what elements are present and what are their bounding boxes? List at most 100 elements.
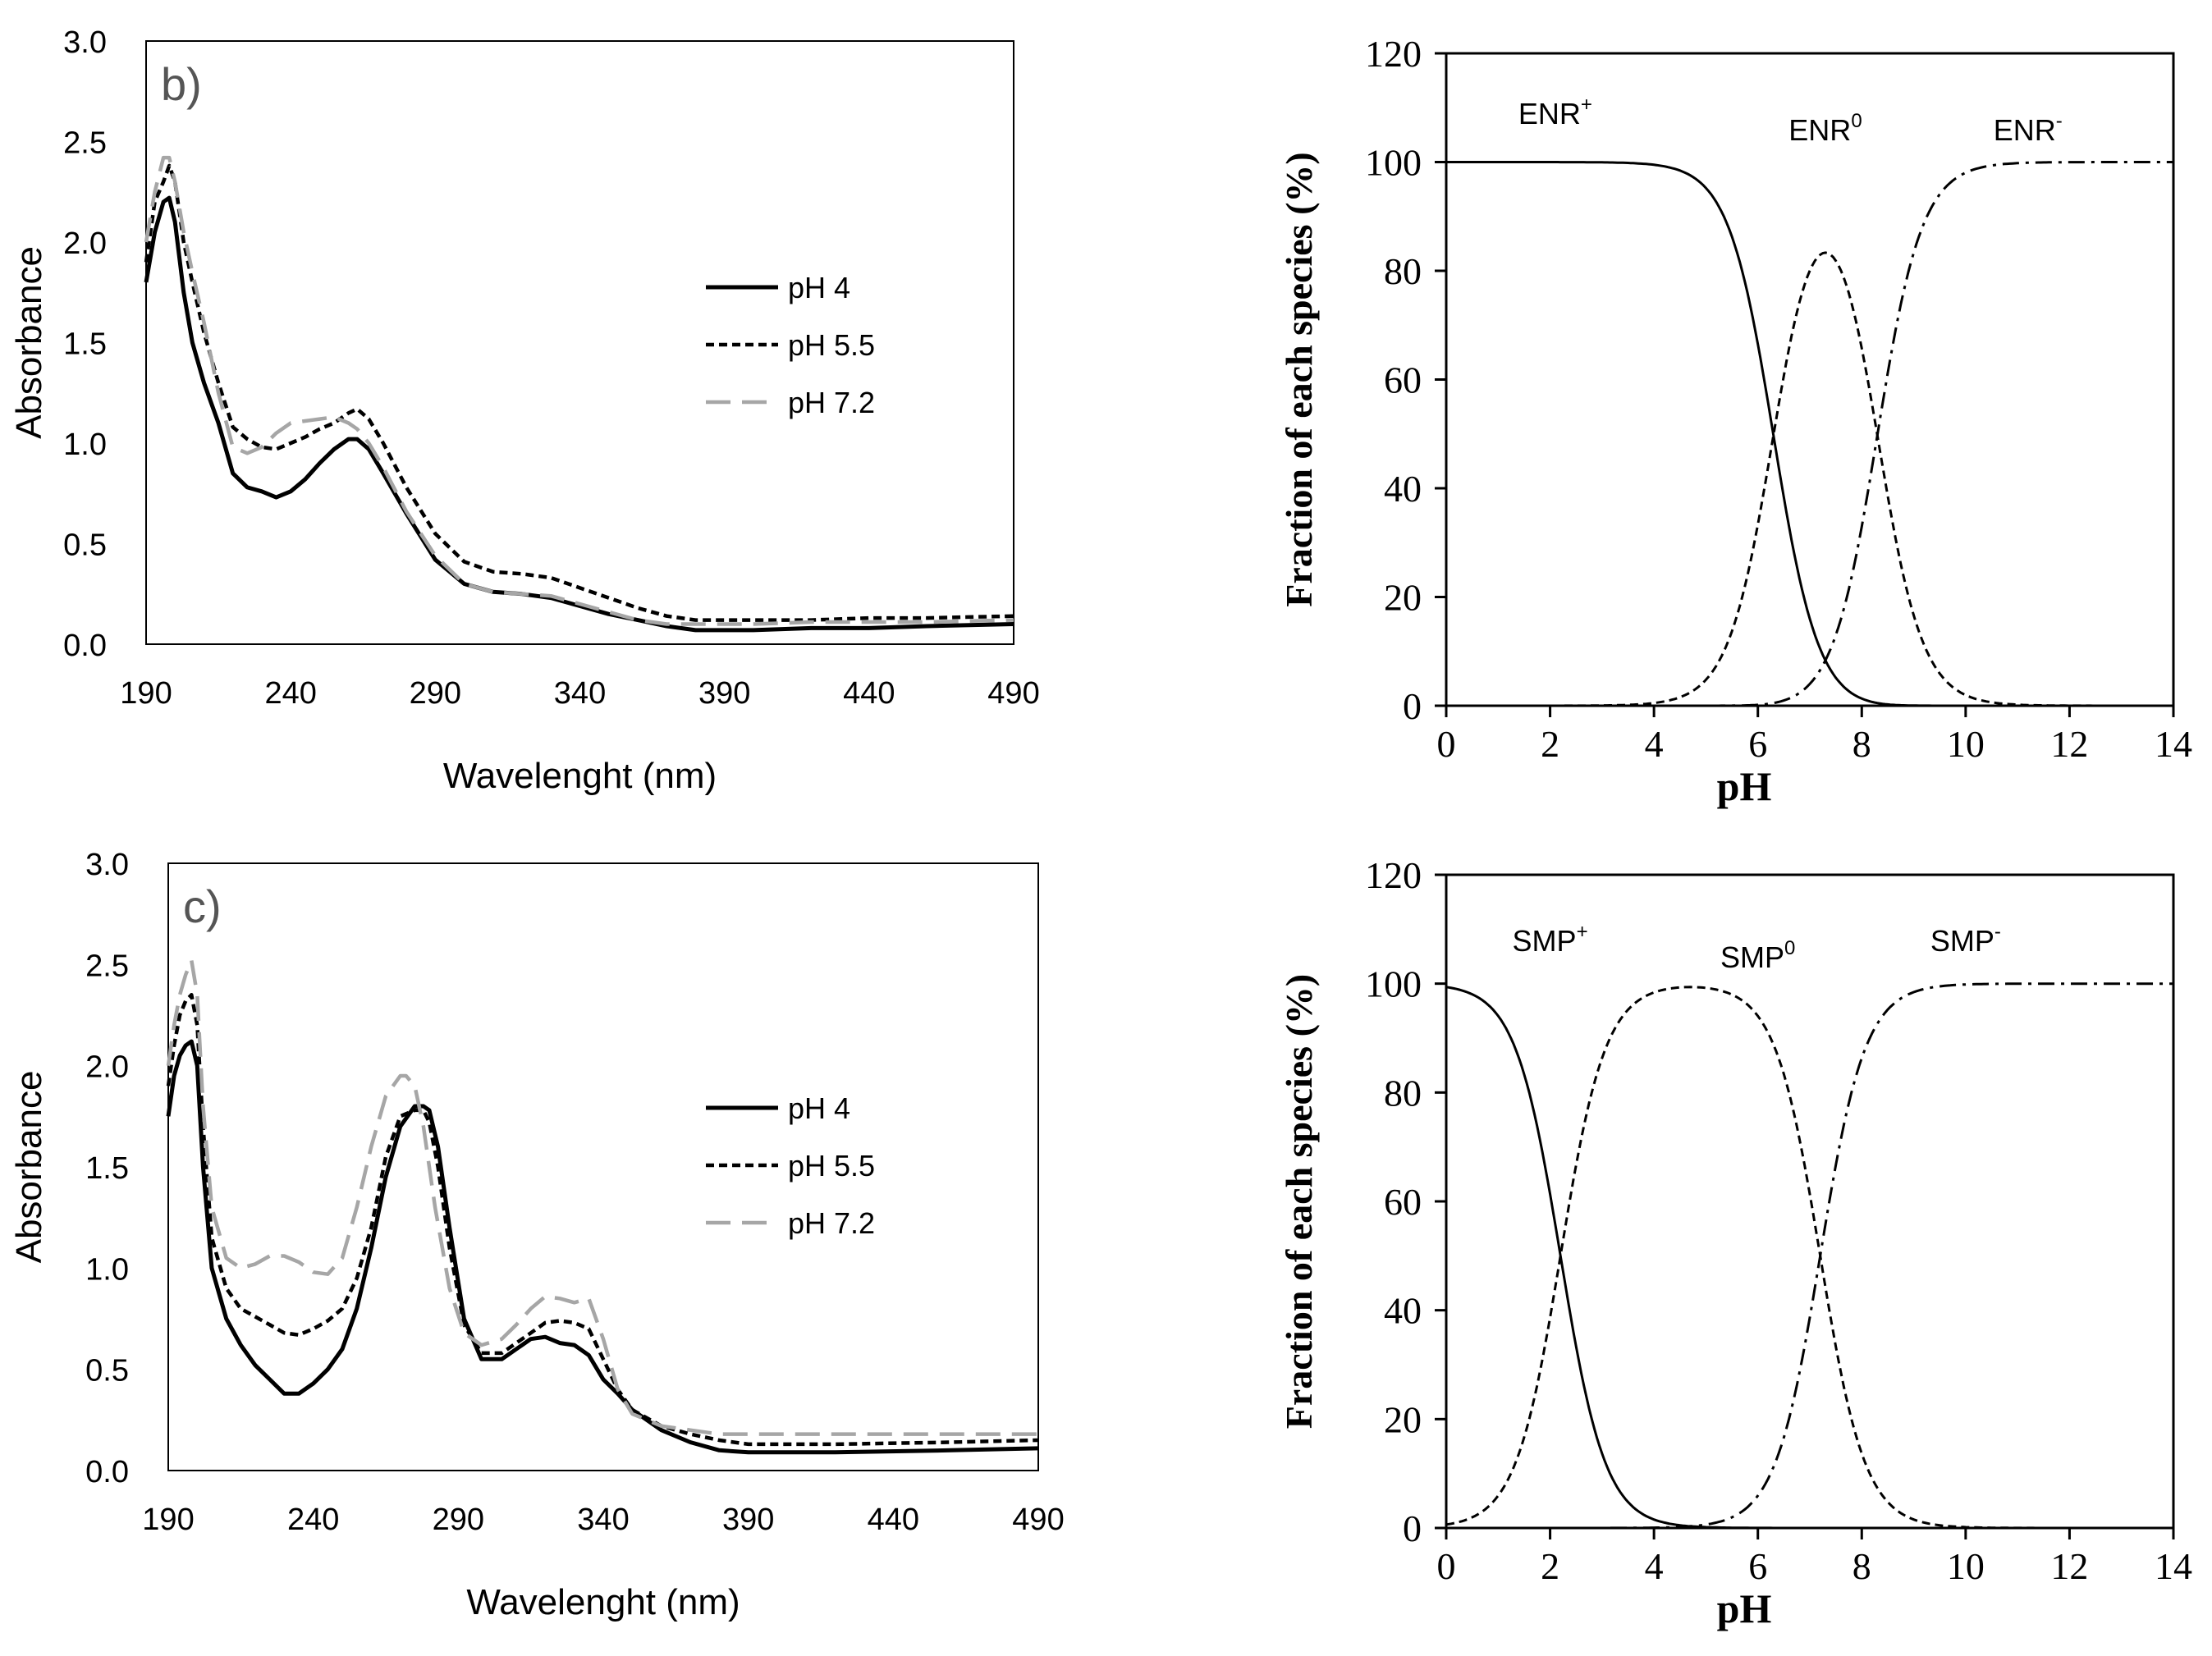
series-line-ph-4 bbox=[144, 195, 1014, 633]
x-tick-label: 490 bbox=[987, 676, 1039, 711]
legend-label: pH 4 bbox=[788, 1091, 850, 1125]
species-label-charge: 0 bbox=[1784, 937, 1795, 959]
x-tick-label: 240 bbox=[287, 1503, 339, 1537]
x-tick-label: 12 bbox=[2050, 1545, 2088, 1587]
x-tick-label: 440 bbox=[868, 1503, 919, 1537]
y-axis-title: Fraction of each species (%) bbox=[1278, 152, 1320, 606]
legend-label: pH 7.2 bbox=[788, 386, 875, 419]
panel-label: b) bbox=[161, 58, 202, 110]
species-label-charge: - bbox=[2056, 110, 2063, 132]
x-tick-label: 2 bbox=[1541, 1545, 1559, 1587]
y-axis-title: Absorbance bbox=[9, 246, 49, 439]
x-tick-label: 6 bbox=[1748, 1545, 1767, 1587]
x-axis-title: Wavelenght (nm) bbox=[443, 756, 717, 796]
plot-frame bbox=[1445, 52, 2175, 707]
species-label: SMP0 bbox=[1720, 937, 1795, 974]
x-tick-label: 490 bbox=[1012, 1503, 1064, 1537]
y-tick-label: 80 bbox=[1384, 250, 1422, 292]
plot-frame bbox=[145, 40, 1014, 645]
y-tick-label: 3.0 bbox=[85, 848, 129, 882]
series-line-ph-5-5 bbox=[144, 163, 1014, 622]
y-tick-label: 120 bbox=[1365, 854, 1422, 896]
x-tick-label: 390 bbox=[698, 676, 750, 711]
legend-label: pH 4 bbox=[788, 271, 850, 304]
y-tick-label: 1.5 bbox=[63, 327, 107, 362]
y-tick-label: 100 bbox=[1365, 963, 1422, 1005]
x-tick-label: 4 bbox=[1645, 723, 1664, 765]
x-tick-label: 10 bbox=[1947, 723, 1985, 765]
x-tick-label: 8 bbox=[1852, 1545, 1871, 1587]
y-tick-label: 0.0 bbox=[85, 1455, 129, 1489]
uv-chart-uv_b: 0.0 0.5 1.0 1.5 2.0 2.5 3.0 190 240 290 340 390 440 4… bbox=[9, 25, 1040, 796]
x-tick-label: 240 bbox=[264, 676, 316, 711]
y-tick-label: 20 bbox=[1384, 1398, 1422, 1440]
x-tick-label: 4 bbox=[1645, 1545, 1664, 1587]
x-tick-label: 0 bbox=[1437, 723, 1456, 765]
species-label-charge: + bbox=[1577, 921, 1588, 943]
uv-chart-uv_c: 0.0 0.5 1.0 1.5 2.0 2.5 3.0 190 240 290 340 390 440 4… bbox=[9, 848, 1065, 1622]
species-label: SMP+ bbox=[1513, 921, 1588, 958]
y-tick-label: 1.0 bbox=[63, 428, 107, 462]
species-label-base: SMP bbox=[1720, 940, 1784, 974]
x-axis-title: pH bbox=[1717, 763, 1772, 809]
series-line-ph-7-2 bbox=[144, 155, 1014, 626]
species-curve-enr0 bbox=[1446, 251, 2173, 707]
y-axis-title: Absorbance bbox=[9, 1071, 49, 1264]
legend-label: pH 5.5 bbox=[788, 328, 875, 362]
x-tick-label: 440 bbox=[843, 676, 895, 711]
species-curve-enr- bbox=[1446, 161, 2173, 707]
y-tick-label: 120 bbox=[1365, 33, 1422, 75]
species-label-base: ENR bbox=[1518, 97, 1581, 130]
species-chart-species_enr: 0 20 40 60 80 100 120 0 2 4 6 8 10 12 14 pH Fraction of … bbox=[1278, 33, 2192, 809]
species-label-base: ENR bbox=[1994, 113, 2056, 147]
species-label-charge: 0 bbox=[1851, 110, 1862, 132]
species-label-charge: + bbox=[1581, 94, 1592, 116]
y-tick-label: 0.5 bbox=[85, 1354, 129, 1388]
legend-label: pH 5.5 bbox=[788, 1149, 875, 1183]
x-tick-label: 190 bbox=[142, 1503, 194, 1537]
series-line-ph-4 bbox=[166, 1039, 1039, 1455]
species-label-base: SMP bbox=[1930, 924, 1994, 958]
x-tick-label: 8 bbox=[1852, 723, 1871, 765]
x-tick-label: 2 bbox=[1541, 723, 1559, 765]
y-tick-label: 2.5 bbox=[85, 949, 129, 983]
species-label-base: ENR bbox=[1788, 113, 1851, 147]
y-tick-label: 40 bbox=[1384, 1290, 1422, 1332]
y-axis-title: Fraction of each species (%) bbox=[1278, 974, 1320, 1429]
x-axis-title: pH bbox=[1717, 1585, 1772, 1631]
species-label: ENR+ bbox=[1518, 94, 1592, 130]
species-curve-enr- bbox=[1446, 161, 2173, 707]
x-tick-label: 290 bbox=[410, 676, 461, 711]
plot-frame bbox=[167, 862, 1039, 1471]
species-label: SMP- bbox=[1930, 921, 2001, 958]
species-curve-smp0 bbox=[1445, 986, 2173, 1530]
x-tick-label: 0 bbox=[1437, 1545, 1456, 1587]
y-tick-label: 0.5 bbox=[63, 528, 107, 563]
y-tick-label: 0.0 bbox=[63, 629, 107, 663]
y-tick-label: 40 bbox=[1384, 468, 1422, 510]
y-tick-label: 3.0 bbox=[63, 25, 107, 60]
x-tick-label: 6 bbox=[1748, 723, 1767, 765]
x-tick-label: 290 bbox=[433, 1503, 484, 1537]
species-chart-species_smp: 0 20 40 60 80 100 120 0 2 4 6 8 10 12 14 pH Fraction of … bbox=[1278, 854, 2192, 1631]
series-line-ph-7-2 bbox=[166, 958, 1038, 1436]
species-curve-smp- bbox=[1446, 982, 2173, 1530]
species-label: ENR0 bbox=[1788, 110, 1862, 147]
y-tick-label: 1.5 bbox=[85, 1151, 129, 1186]
y-tick-label: 2.0 bbox=[85, 1050, 129, 1085]
x-tick-label: 340 bbox=[554, 676, 606, 711]
species-label-base: SMP bbox=[1513, 924, 1577, 958]
y-tick-label: 2.5 bbox=[63, 126, 107, 161]
legend-label: pH 7.2 bbox=[788, 1206, 875, 1240]
x-tick-label: 390 bbox=[722, 1503, 774, 1537]
x-tick-label: 12 bbox=[2050, 723, 2088, 765]
x-tick-label: 14 bbox=[2155, 1545, 2192, 1587]
y-tick-label: 0 bbox=[1403, 1507, 1422, 1549]
species-label-charge: - bbox=[1994, 921, 2001, 943]
y-tick-label: 20 bbox=[1384, 577, 1422, 619]
y-tick-label: 2.0 bbox=[63, 226, 107, 261]
x-tick-label: 10 bbox=[1947, 1545, 1985, 1587]
panel-label: c) bbox=[183, 881, 222, 932]
x-axis-title: Wavelenght (nm) bbox=[466, 1582, 740, 1622]
